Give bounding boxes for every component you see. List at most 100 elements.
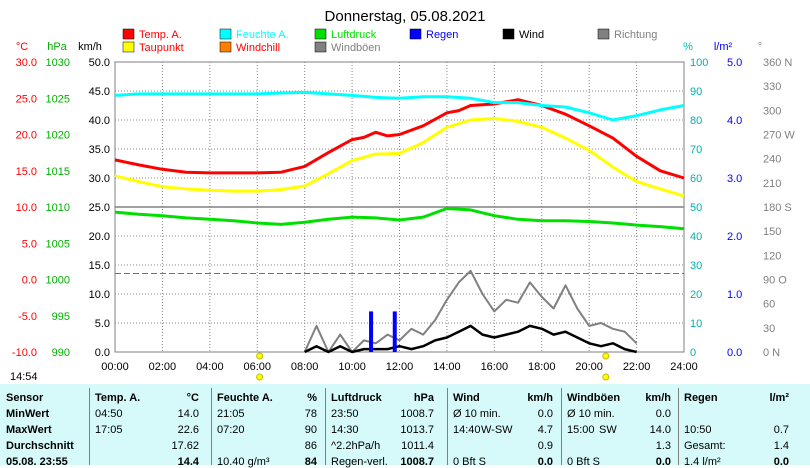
stats-cell: 1013.7 [400,424,434,436]
wind-line [304,324,637,354]
humidity-tick-label: 70 [690,144,702,156]
x-tick-label: 16:00 [481,361,509,373]
temp-tick-label: 25.0 [16,93,37,105]
axis-unit-label: % [683,41,693,53]
legend-label: Luftdruck [331,29,377,41]
stats-cell: Feuchte A. [217,392,273,404]
legend: Temp. A. Feuchte A. Luftdruck Regen Wind Rich… [122,28,657,54]
stats-separator [89,388,90,465]
stats-cell: ^2.2hPa/h [331,440,381,452]
stats-cell: Durchschnitt [6,440,74,452]
stats-cell: MaxWert [6,424,52,436]
x-tick-label: 20:00 [575,361,603,373]
stats-cell: 0.0 [537,456,553,468]
wind-tick-label: 15.0 [89,260,110,272]
stats-cell: 0.0 [655,408,671,420]
rain-tick-label: 4.0 [727,115,742,127]
pressure-tick-label: 990 [52,347,70,359]
pressure-tick-label: 1025 [46,93,70,105]
pressure-tick-label: 1020 [46,130,70,142]
y-axis-ticks: 30.025.020.015.010.05.00.0-5.0-10.010301… [12,57,795,359]
sun-marker [256,352,264,360]
stats-cell: Gesamt: [684,440,726,452]
axis-unit-label: km/h [78,41,102,53]
temp-tick-label: 20.0 [16,130,37,142]
stats-cell: 0.7 [773,424,789,436]
stats-cell: Wind [453,392,480,404]
humidity-tick-label: 100 [690,57,708,69]
weather-chart: Donnerstag, 05.08.2021 Temp. A. Feuchte A… [12,8,795,381]
axis-units: °C hPa km/h% l/m² ° [16,41,762,53]
stats-cell: 22.6 [177,424,199,436]
chart-title: Donnerstag, 05.08.2021 [325,8,486,25]
humidity-tick-label: 80 [690,115,702,127]
pressure-line [114,207,685,231]
wind-tick-label: 25.0 [89,202,110,214]
wind-tick-label: 35.0 [89,144,110,156]
stats-cell: Regen [684,392,718,404]
legend-swatch [122,41,135,53]
stats-cell: 0.0 [537,408,553,420]
wind-tick-label: 0.0 [95,347,110,359]
legend-label: Feuchte A. [236,29,289,41]
dewpoint-line [114,117,685,198]
sun-marker-label [256,373,264,381]
axis-unit-label: l/m² [714,41,733,53]
wind-tick-label: 5.0 [95,318,110,330]
rain-bar [392,311,397,352]
timestamp-label: 14:54 [10,371,38,383]
wind-tick-label: 10.0 [89,289,110,301]
axis-unit-label: °C [16,41,28,53]
direction-tick-label: 30 [763,323,775,335]
humidity-line [114,90,685,122]
wind-tick-label: 20.0 [89,231,110,243]
pressure-tick-label: 1015 [46,166,70,178]
legend-label: Regen [426,29,458,41]
day-markers [256,352,610,381]
x-tick-label: 04:00 [196,361,224,373]
rain-tick-label: 1.0 [727,289,742,301]
stats-cell: Luftdruck [331,392,382,404]
stats-cell: 1.4 [773,440,789,452]
stats-cell: 04:50 [95,408,123,420]
temp-tick-label: 15.0 [16,166,37,178]
legend-swatch [314,41,327,53]
direction-tick-label: 180 S [763,202,792,214]
pressure-tick-label: 1000 [46,275,70,287]
wind-tick-label: 45.0 [89,86,110,98]
stats-cell: l/m² [769,392,789,404]
sun-marker-label [602,373,610,381]
pressure-tick-label: 1010 [46,202,70,214]
direction-tick-label: 240 [763,154,781,166]
stats-cell: 14.0 [177,408,199,420]
temp-tick-label: 30.0 [16,57,37,69]
x-tick-label: 14:00 [433,361,461,373]
stats-cell: 1.3 [655,440,671,452]
wind-tick-label: 50.0 [89,57,110,69]
stats-cell: 10:50 [684,424,712,436]
x-tick-label: 10:00 [338,361,366,373]
stats-cell: 1011.4 [401,440,434,452]
sun-marker [602,352,610,360]
direction-tick-label: 300 [763,105,781,117]
wind-tick-label: 40.0 [89,115,110,127]
stats-cell: 86 [304,440,317,452]
pressure-tick-label: 995 [52,311,70,323]
temp-tick-label: 5.0 [22,238,37,250]
stats-cell: 1008.7 [400,408,434,420]
stats-cell: 14.0 [649,424,671,436]
legend-label: Windchill [236,42,280,54]
stats-cell: 14:30 [331,424,359,436]
humidity-tick-label: 40 [690,231,702,243]
x-tick-label: 24:00 [670,361,698,373]
pressure-tick-label: 1005 [46,238,70,250]
legend-swatch [502,28,515,40]
stats-cell: SW [599,424,617,436]
legend-label: Windböen [331,42,381,54]
direction-tick-label: 210 [763,178,781,190]
stats-cell: km/h [645,392,671,404]
stats-cell: 15:00 [567,424,595,436]
rain-tick-label: 3.0 [727,173,742,185]
stats-cell: 90 [304,424,317,436]
stats-cell: 23:50 [331,408,359,420]
